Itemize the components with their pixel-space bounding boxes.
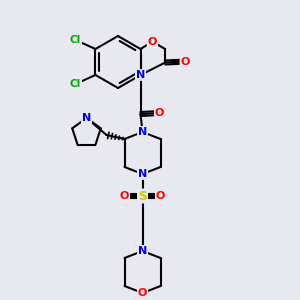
Text: N: N xyxy=(138,246,147,256)
Text: O: O xyxy=(181,56,190,67)
Text: O: O xyxy=(155,108,164,118)
Text: O: O xyxy=(156,191,165,201)
Text: N: N xyxy=(138,169,147,179)
Text: S: S xyxy=(138,190,147,202)
Text: Cl: Cl xyxy=(70,79,81,89)
Text: O: O xyxy=(120,191,129,201)
Text: O: O xyxy=(148,37,157,47)
Text: O: O xyxy=(138,288,147,298)
Text: Cl: Cl xyxy=(70,35,81,45)
Text: N: N xyxy=(136,70,145,80)
Text: N: N xyxy=(138,127,147,137)
Text: N: N xyxy=(82,113,91,123)
